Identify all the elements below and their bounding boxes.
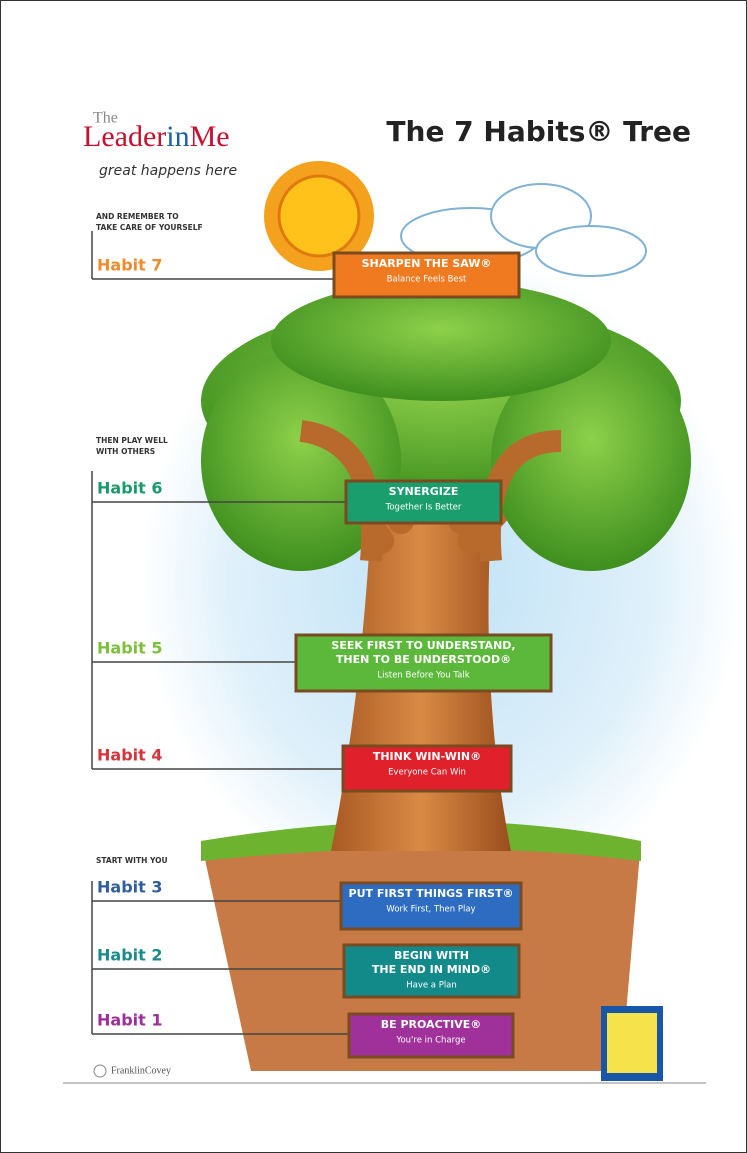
poster: The LeaderinMe great happens here The 7 … [1,1,746,1152]
logo-me: Me [190,120,230,153]
note: START WITH YOU [96,856,168,865]
title: The 7 Habits® Tree [386,115,691,148]
logo-in: in [166,120,189,153]
habit-label: Habit 6 [97,479,162,498]
habit-label: Habit 5 [97,639,162,658]
habit-label: Habit 7 [97,256,162,275]
note: TAKE CARE OF YOURSELF [96,223,203,232]
sign-title: SHARPEN THE SAW® [362,257,492,270]
book [601,1006,663,1081]
sign-motto: Listen Before You Talk [377,671,469,681]
sign-title: PUT FIRST THINGS FIRST® [349,887,514,900]
sign-motto: Balance Feels Best [387,275,467,285]
sign-title: THEN TO BE UNDERSTOOD® [336,653,511,666]
sign-title: SEEK FIRST TO UNDERSTAND, [331,639,515,652]
sign-title: THINK WIN-WIN® [373,750,481,763]
note: AND REMEMBER TO [96,212,179,221]
habit-label: Habit 3 [97,878,162,897]
sign-title: BEGIN WITH [394,949,469,962]
logo-leader: Leader [83,120,166,153]
note: WITH OTHERS [96,447,155,456]
poster-frame: The LeaderinMe great happens here The 7 … [0,0,747,1153]
sign-motto: You're in Charge [395,1036,465,1046]
tagline: great happens here [99,163,237,179]
sign-title: THE END IN MIND® [372,963,491,976]
habit-label: Habit 1 [97,1011,162,1030]
sign-title: SYNERGIZE [389,485,459,498]
logo: LeaderinMe [83,120,230,153]
habit-label: Habit 2 [97,946,162,965]
footer-brand: FranklinCovey [111,1065,171,1076]
sign-motto: Everyone Can Win [388,768,466,778]
sign-motto: Have a Plan [406,981,457,991]
sign-title: BE PROACTIVE® [381,1018,482,1031]
sign-motto: Work First, Then Play [386,905,475,915]
habit-label: Habit 4 [97,746,162,765]
note: THEN PLAY WELL [96,436,168,445]
sign-motto: Together Is Better [385,503,462,513]
footer-mark [94,1065,106,1077]
